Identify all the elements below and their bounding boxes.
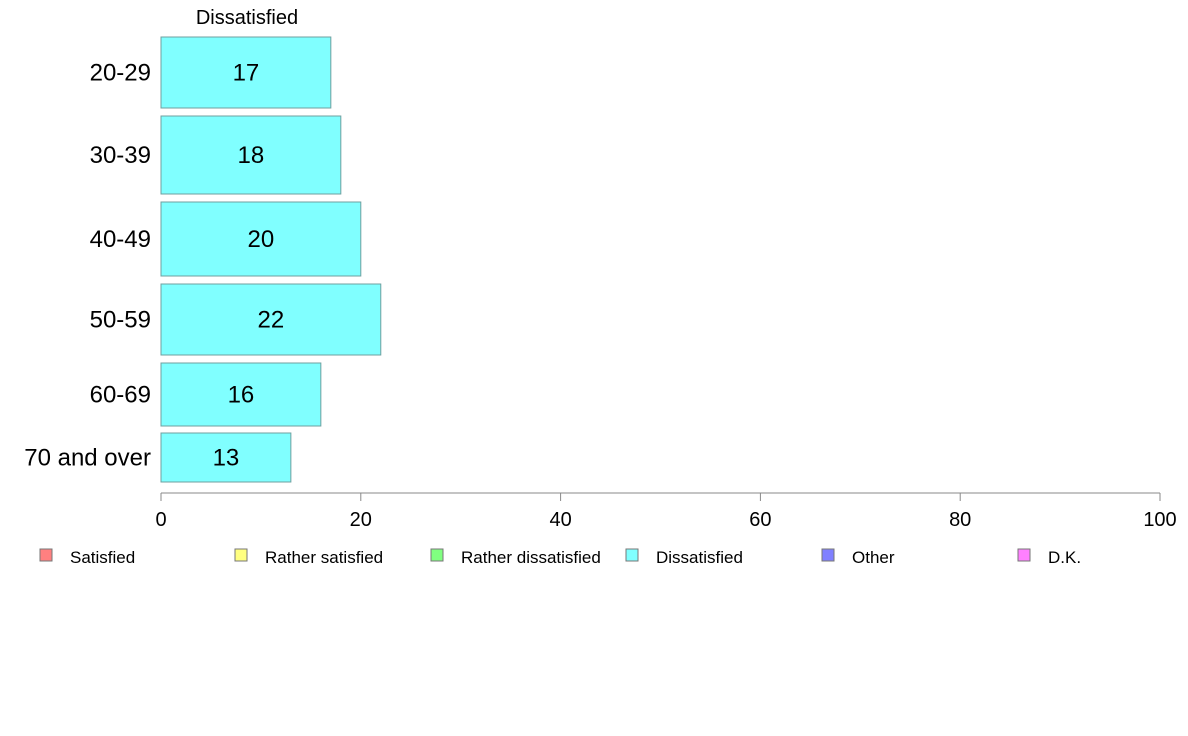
legend-label: Other	[852, 548, 895, 567]
bar-value-label: 13	[213, 445, 240, 472]
bar-value-label: 20	[248, 226, 275, 253]
x-tick-label: 40	[549, 509, 571, 531]
category-label: 20-29	[90, 60, 151, 87]
category-label: 50-59	[90, 307, 151, 334]
legend-label: D.K.	[1048, 548, 1081, 567]
category-label: 70 and over	[24, 445, 151, 472]
legend-swatch	[234, 548, 248, 562]
bar-value-label: 22	[258, 307, 285, 334]
x-tick-label: 80	[949, 509, 971, 531]
legend-label: Rather dissatisfied	[461, 548, 601, 567]
legend: Satisfied Rather satisfied Rather dissatis…	[39, 548, 1081, 567]
x-tick-label: 0	[155, 509, 166, 531]
bar-value-label: 16	[228, 382, 255, 409]
category-label: 60-69	[90, 382, 151, 409]
x-axis: 0 20 40 60 80 100	[155, 492, 1177, 531]
bar	[160, 432, 292, 483]
x-tick-label: 100	[1143, 509, 1176, 531]
category-label: 40-49	[90, 226, 151, 253]
legend-label: Rather satisfied	[265, 548, 383, 567]
legend-swatch	[39, 548, 53, 562]
legend-swatch	[430, 548, 444, 562]
x-tick-label: 20	[350, 509, 372, 531]
bars-group: 20-29 17 30-39 18 40-49 20 50-59 22 60-69 16 70 an…	[24, 36, 382, 483]
legend-swatch	[1017, 548, 1031, 562]
legend-label: Satisfied	[70, 548, 135, 567]
x-tick-label: 60	[749, 509, 771, 531]
legend-label: Dissatisfied	[656, 548, 743, 567]
legend-swatch	[625, 548, 639, 562]
category-label: 30-39	[90, 142, 151, 169]
bar-value-label: 17	[233, 60, 260, 87]
bar	[160, 283, 382, 356]
bar-value-label: 18	[238, 142, 265, 169]
legend-swatch	[821, 548, 835, 562]
bar	[160, 362, 322, 427]
bar	[160, 115, 342, 195]
series-header: Dissatisfied	[196, 7, 298, 29]
bar	[160, 36, 332, 109]
bar	[160, 201, 362, 277]
